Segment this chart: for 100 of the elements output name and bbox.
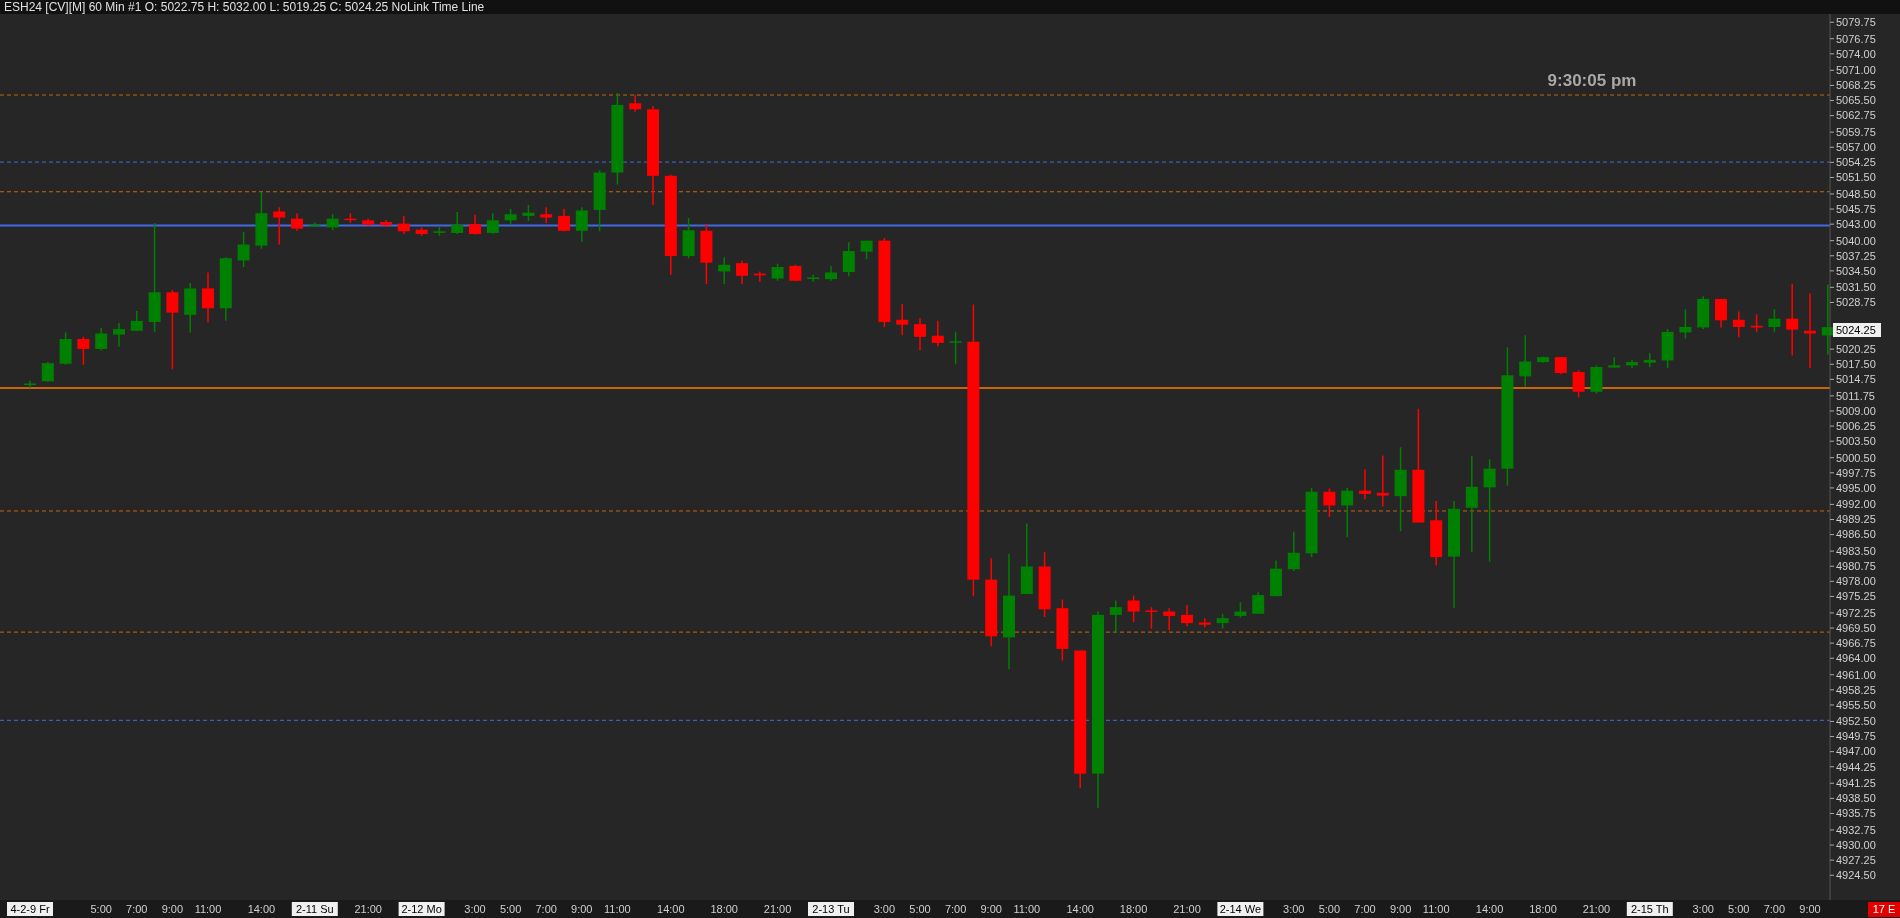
y-tick-label: 5059.75 (1836, 125, 1876, 138)
y-tick-label: 4997.75 (1836, 466, 1876, 479)
y-tick-label: 5051.50 (1836, 171, 1876, 184)
y-tick-label: 4995.00 (1836, 481, 1876, 494)
x-tick-label: 5:00 (499, 903, 522, 915)
x-tick-label: 9:00 (161, 903, 184, 915)
y-tick-label: 4955.50 (1836, 698, 1876, 711)
candlestick (1287, 531, 1300, 572)
y-tick-label: 4924.50 (1836, 869, 1876, 882)
candlestick (540, 206, 553, 224)
x-tick-label: 2-15 Th (1630, 903, 1669, 915)
candlestick (113, 322, 125, 348)
candlestick (469, 214, 481, 236)
x-tick-label: 18:00 (710, 903, 738, 915)
y-tick-label: 4932.75 (1836, 823, 1876, 836)
x-tick-label: 3:00 (873, 903, 896, 915)
y-tick-label: 5057.00 (1836, 141, 1876, 154)
y-tick-label: 4961.00 (1836, 668, 1876, 681)
candlestick (1323, 487, 1336, 518)
y-tick-label: 4989.25 (1836, 513, 1876, 526)
y-tick-label: 5062.75 (1836, 109, 1876, 122)
annotation: 9:30:05 pm (1547, 71, 1637, 90)
candlestick (842, 241, 855, 278)
text: 5024.25 (1836, 323, 1876, 336)
candlestick (575, 206, 588, 243)
y-tick-label: 4983.50 (1836, 544, 1876, 557)
y-tick-label: 4949.75 (1836, 730, 1876, 743)
y-tick-label: 5020.25 (1836, 343, 1876, 356)
candlestick (1465, 455, 1478, 553)
candlestick (95, 327, 108, 352)
x-tick-label: 9:00 (571, 903, 593, 915)
y-tick-label: 5014.75 (1836, 373, 1876, 386)
candlestick (1376, 454, 1389, 508)
x-tick-label: 2-14 We (1219, 903, 1262, 915)
candlestick (77, 336, 90, 366)
chart-title: ESH24 [CV][M] 60 Min #1 O: 5022.75 H: 5032.00 L: 5019.25 C: 5024.25 NoLink Time Line (4, 0, 485, 14)
x-tick-label: 11:00 (1013, 903, 1041, 915)
candlestick (166, 289, 179, 370)
x-tick-label: 7:00 (1354, 903, 1376, 915)
candlestick (896, 303, 909, 336)
y-tick-label: 5054.25 (1836, 156, 1876, 169)
y-tick-label: 4969.50 (1836, 621, 1876, 634)
x-tick-label: 11:00 (194, 903, 222, 915)
x-tick-label: 11:00 (1422, 903, 1450, 915)
y-tick-label: 4978.00 (1836, 575, 1876, 588)
x-tick-label: 14:00 (1066, 903, 1094, 915)
x-tick-label: 2-13 Tu (812, 903, 850, 915)
y-tick-label: 5076.75 (1836, 32, 1876, 45)
candlestick (41, 361, 54, 383)
x-tick-label: 7:00 (944, 903, 967, 915)
y-tick-label: 5043.00 (1836, 218, 1876, 231)
candlestick (931, 320, 944, 347)
y-tick-label: 4966.75 (1836, 636, 1876, 649)
y-tick-label: 4992.00 (1836, 498, 1876, 511)
y-tick-label: 5000.50 (1836, 451, 1876, 464)
candlestick (1715, 298, 1727, 329)
candlestick (1804, 292, 1816, 369)
candlestick (1341, 487, 1354, 539)
y-tick-label: 5071.00 (1836, 64, 1876, 77)
candlestick (1181, 604, 1193, 628)
y-tick-label: 5045.75 (1836, 202, 1876, 215)
x-tick-label: 3:00 (1692, 903, 1714, 915)
y-tick-label: 4927.25 (1836, 854, 1876, 867)
y-tick-label: 5068.25 (1836, 79, 1876, 92)
candlestick (1768, 308, 1781, 333)
y-tick-label: 5009.00 (1836, 404, 1876, 417)
y-tick-label: 5037.25 (1836, 249, 1876, 262)
y-tick-label: 4938.50 (1836, 792, 1876, 805)
candlestick (1163, 607, 1176, 631)
y-tick-label: 4930.00 (1836, 838, 1876, 851)
x-tick-label: 5:00 (90, 903, 112, 915)
x-tick-label: 21:00 (1582, 903, 1611, 915)
x-tick-label: 2-11 Su (295, 903, 334, 915)
x-tick-label: 14:00 (1475, 903, 1504, 915)
x-tick-label: 3:00 (464, 903, 486, 915)
y-tick-label: 4964.00 (1836, 652, 1876, 665)
x-tick-label: 21:00 (1173, 903, 1201, 915)
y-tick-label: 5065.50 (1836, 94, 1876, 107)
candlestick (1608, 356, 1621, 369)
candlestick (1519, 334, 1532, 388)
x-tick-label: 21:00 (354, 903, 382, 915)
x-tick-label: 4-2-9 Fr (10, 903, 50, 915)
y-tick-label: 5011.75 (1836, 389, 1875, 402)
y-tick-label: 4947.00 (1836, 745, 1876, 758)
y-tick-label: 5079.75 (1836, 16, 1876, 29)
candlestick (1679, 308, 1692, 340)
x-tick-label: 3:00 (1283, 903, 1305, 915)
y-tick-label: 5074.00 (1836, 47, 1876, 60)
candlestick (1359, 468, 1371, 501)
y-tick-label: 5003.50 (1836, 435, 1876, 448)
x-tick-label: 21:00 (763, 903, 792, 915)
x-tick-label: 9:00 (1389, 903, 1412, 915)
candlestick (736, 260, 748, 285)
y-tick-label: 4952.50 (1836, 715, 1876, 728)
y-tick-label: 4958.25 (1836, 683, 1876, 696)
candlestick (1109, 599, 1122, 634)
x-tick-label: 18:00 (1529, 903, 1557, 915)
candlestick (486, 212, 499, 235)
candlestick (1252, 591, 1265, 615)
y-tick-label: 5028.75 (1836, 296, 1876, 309)
